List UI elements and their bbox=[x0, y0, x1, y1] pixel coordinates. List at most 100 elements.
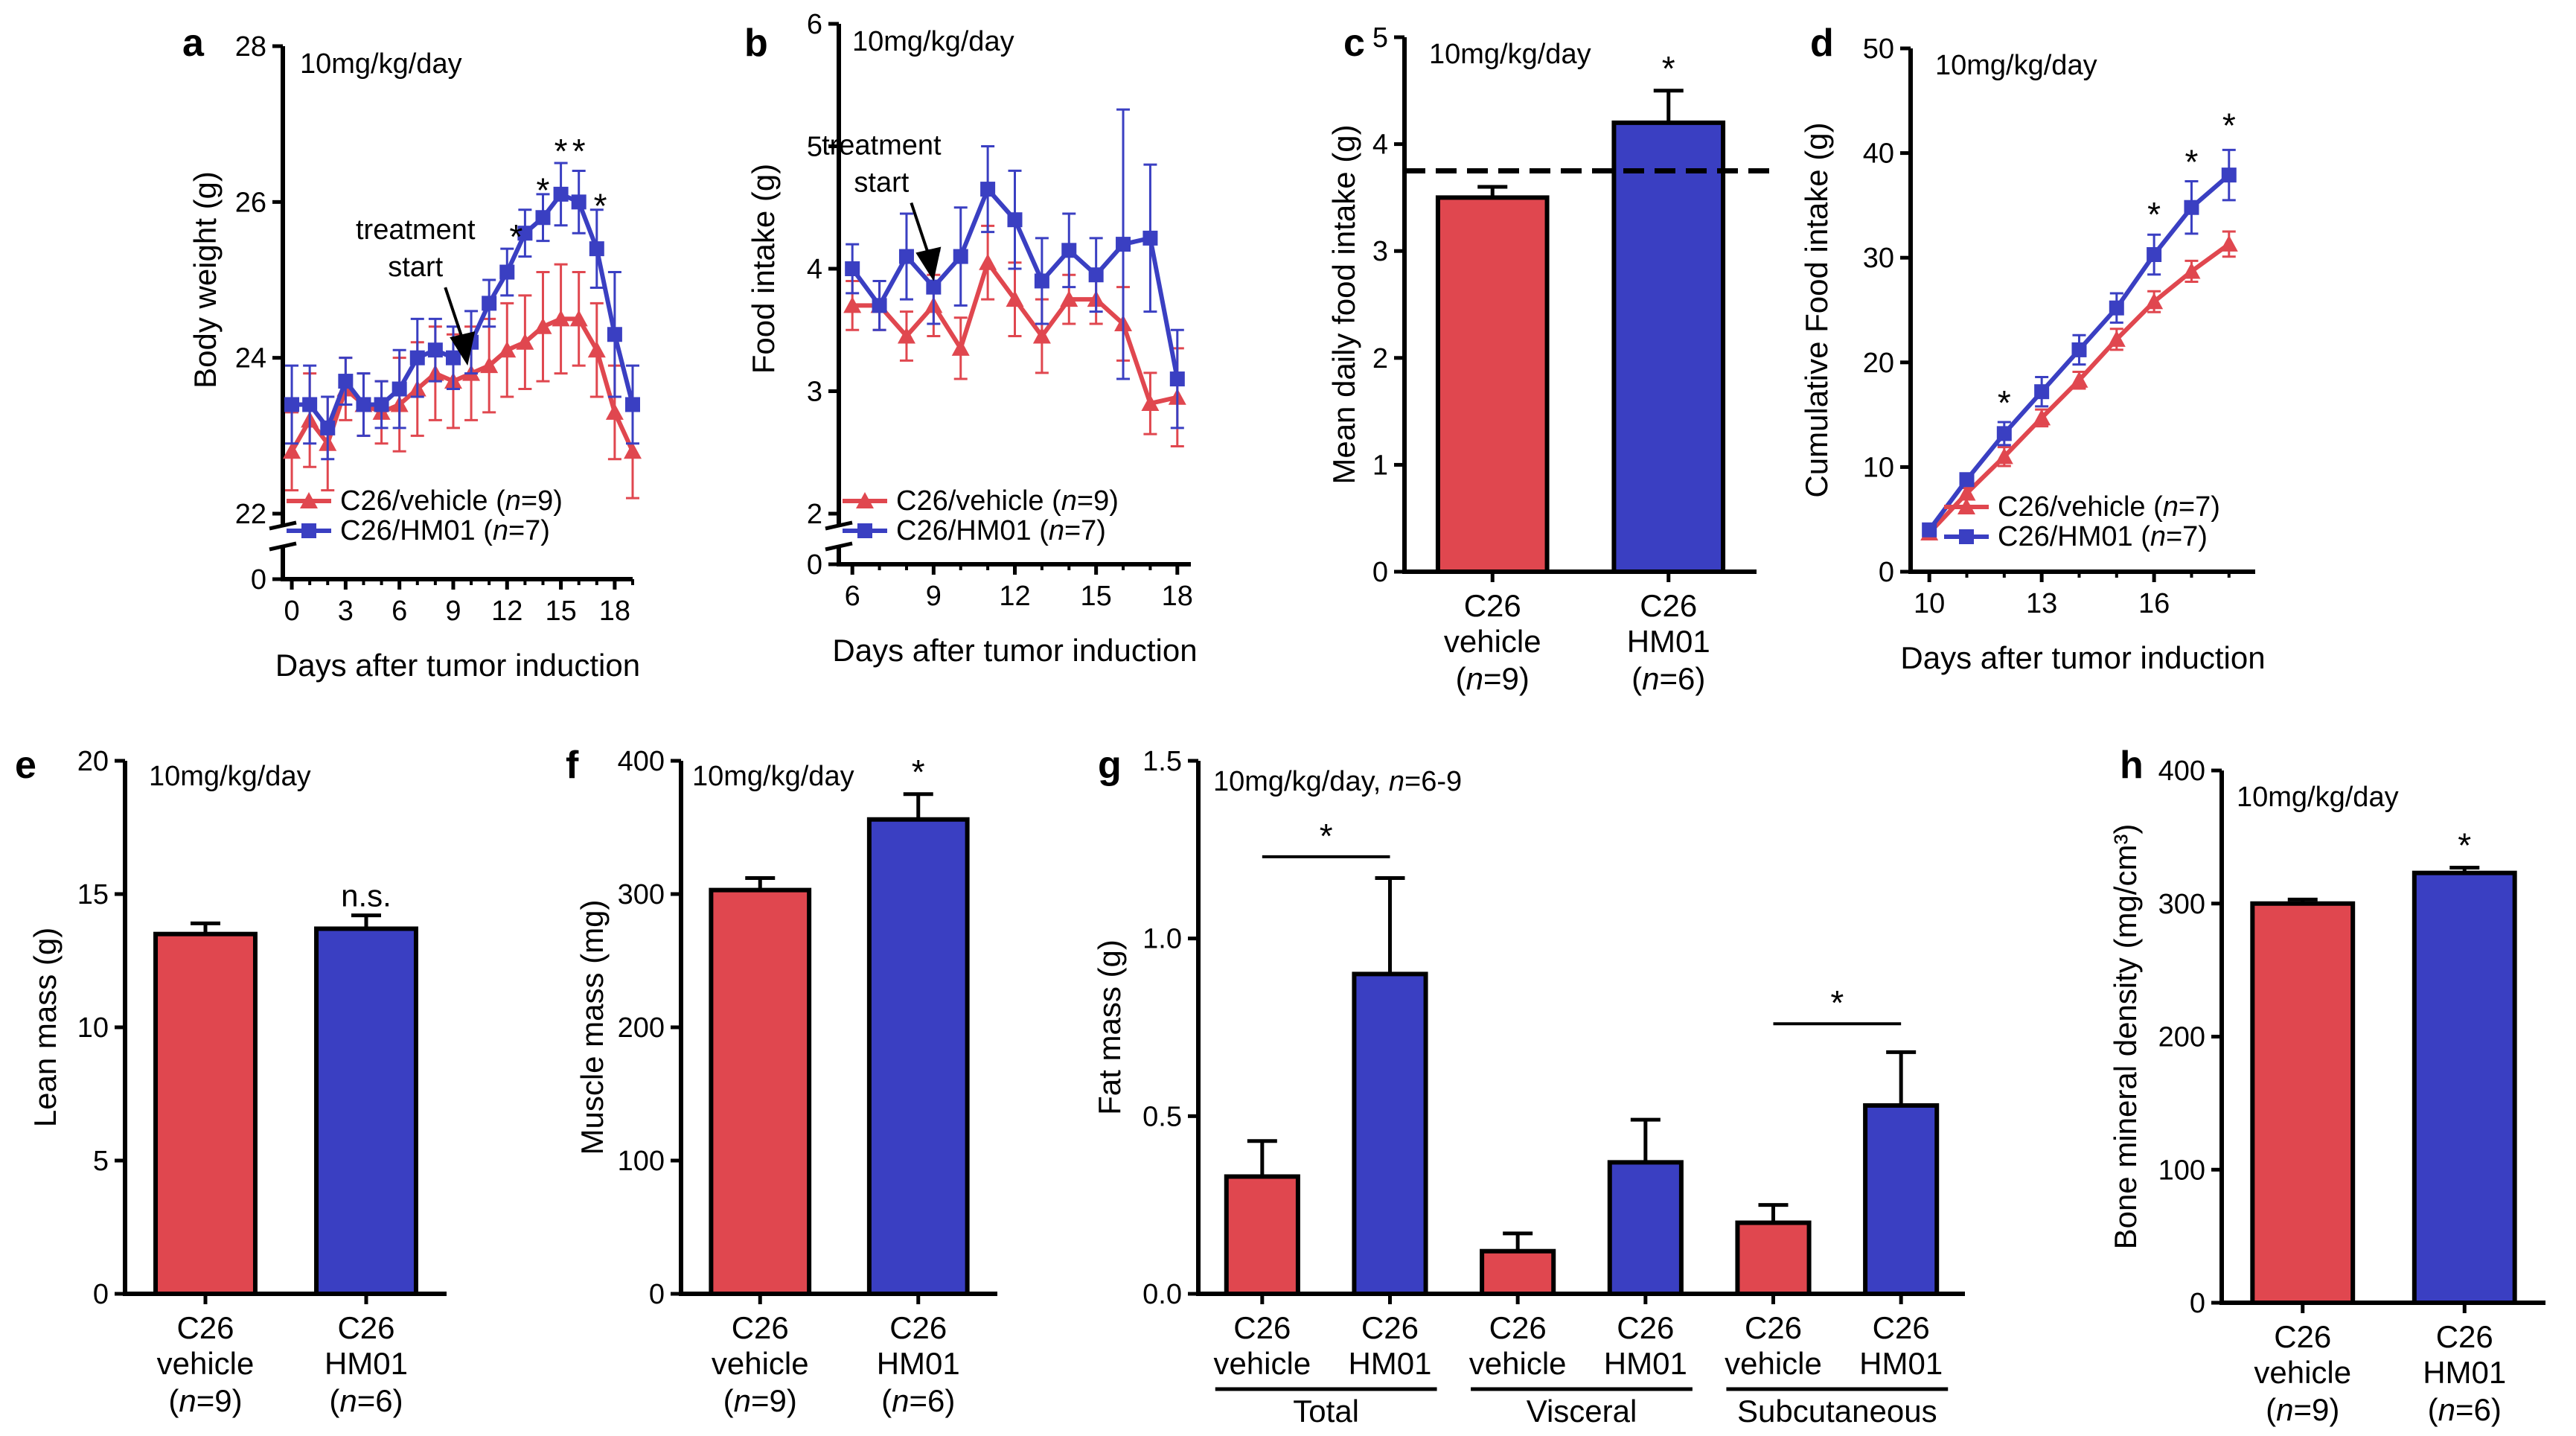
panel-letter: b bbox=[744, 22, 768, 65]
data-point bbox=[1995, 447, 2013, 465]
y-axis-label: Food intake (g) bbox=[746, 164, 781, 374]
x-tick-label: 15 bbox=[1081, 581, 1112, 612]
dose-note-text: 10mg/kg/day bbox=[692, 761, 854, 792]
panel-d: d 10mg/kg/day 0 10 20 30 40 50 10 13 16 Days after … bbox=[1799, 22, 2266, 675]
legend-text: C26/HM01 ( bbox=[1998, 521, 2150, 552]
axis-break-mark bbox=[825, 520, 853, 531]
data-point bbox=[872, 298, 887, 313]
data-point bbox=[409, 350, 425, 366]
category-label: C26 bbox=[1617, 1310, 1674, 1345]
bar bbox=[1863, 1103, 1940, 1296]
category-n-text: =6) bbox=[909, 1383, 955, 1418]
dose-note-text: 10mg/kg/day bbox=[2237, 782, 2399, 813]
significance-star: * bbox=[554, 132, 568, 170]
category-n-text: =6) bbox=[1659, 661, 1705, 696]
panel-letter: g bbox=[1098, 744, 1122, 787]
category-n-text: =9) bbox=[751, 1383, 797, 1418]
data-point bbox=[1032, 327, 1051, 344]
data-point bbox=[2221, 167, 2237, 183]
y-tick-label: 100 bbox=[618, 1146, 665, 1177]
data-point bbox=[569, 310, 588, 327]
panel-c: c 10mg/kg/day 0 1 2 3 4 5 Mean daily food intake… bbox=[1326, 22, 1771, 696]
category-label: vehicle bbox=[1469, 1346, 1567, 1381]
dose-note: 10mg/kg/day, n=6-9 bbox=[1213, 766, 1462, 797]
legend-text: =7) bbox=[2179, 491, 2220, 523]
data-point bbox=[980, 182, 996, 197]
data-point bbox=[1006, 290, 1024, 307]
bar bbox=[1224, 1174, 1300, 1296]
category-n-italic: n bbox=[179, 1383, 196, 1418]
legend-marker bbox=[1959, 529, 1974, 544]
legend-n: n bbox=[2150, 521, 2166, 552]
legend-text: =7) bbox=[508, 515, 550, 546]
category-n: (n=6) bbox=[329, 1383, 403, 1418]
category-label: C26 bbox=[732, 1310, 789, 1345]
panel-letter: e bbox=[15, 744, 36, 787]
y-tick-label: 10 bbox=[1863, 452, 1894, 483]
data-point bbox=[338, 374, 354, 389]
data-point bbox=[1959, 472, 1975, 488]
x-tick-label: 15 bbox=[545, 596, 576, 627]
data-point bbox=[552, 310, 570, 327]
significance-star: * bbox=[2185, 143, 2198, 182]
category-label: vehicle bbox=[157, 1346, 255, 1381]
x-tick-label: 6 bbox=[845, 581, 860, 612]
legend-entry: C26/HM01 (n=7) bbox=[1998, 521, 2208, 552]
legend-marker bbox=[857, 523, 872, 538]
y-tick-label: 0 bbox=[1879, 557, 1894, 588]
category-label: C26 bbox=[1233, 1310, 1291, 1345]
bar bbox=[2412, 870, 2517, 1305]
y-tick-label: 0 bbox=[649, 1279, 665, 1310]
data-point bbox=[553, 186, 569, 202]
significance-star: * bbox=[509, 217, 522, 256]
series-vehicle bbox=[283, 263, 642, 500]
y-tick-label: 0 bbox=[1372, 557, 1388, 588]
category-label: C26 bbox=[1745, 1310, 1802, 1345]
data-point bbox=[1088, 267, 1104, 283]
category-label: C26 bbox=[889, 1310, 947, 1345]
annotation-arrow bbox=[444, 287, 466, 344]
y-axis-label: Cumulative Food intake (g) bbox=[1799, 122, 1834, 497]
data-point bbox=[2182, 262, 2201, 279]
data-point bbox=[480, 357, 499, 374]
y-tick-label: 2 bbox=[1372, 343, 1388, 374]
data-point bbox=[482, 296, 497, 311]
y-tick-label: 400 bbox=[618, 746, 665, 777]
data-point bbox=[979, 253, 997, 270]
data-point bbox=[2147, 246, 2162, 262]
legend-text: C26/HM01 ( bbox=[340, 515, 493, 546]
data-point bbox=[1060, 290, 1078, 307]
category-n-italic: n bbox=[339, 1383, 357, 1418]
x-tick-label: 10 bbox=[1914, 588, 1945, 619]
panel-letter: d bbox=[1810, 22, 1834, 65]
x-tick-label: 0 bbox=[284, 596, 299, 627]
data-point bbox=[1957, 484, 1976, 501]
x-tick-label: 9 bbox=[926, 581, 942, 612]
significance-label: n.s. bbox=[341, 878, 391, 913]
category-n-text: ( bbox=[329, 1383, 339, 1418]
category-n-text: ( bbox=[723, 1383, 734, 1418]
category-n: (n=6) bbox=[1631, 661, 1705, 696]
category-n-text: ( bbox=[1456, 661, 1466, 696]
category-n-italic: n bbox=[2438, 1392, 2455, 1427]
dose-note: 10mg/kg/day bbox=[2237, 782, 2399, 813]
legend-marker bbox=[300, 492, 318, 508]
category-n-text: ( bbox=[1631, 661, 1642, 696]
category-n-text: =6) bbox=[2455, 1392, 2502, 1427]
significance-star: * bbox=[537, 170, 550, 209]
dose-note-text: 10mg/kg/day, bbox=[1213, 766, 1389, 797]
data-point bbox=[587, 341, 606, 358]
y-tick-label: 28 bbox=[235, 31, 266, 63]
category-label: HM01 bbox=[2423, 1355, 2506, 1390]
y-tick-label: 20 bbox=[77, 746, 109, 777]
category-n-italic: n bbox=[892, 1383, 909, 1418]
category-label: vehicle bbox=[1444, 624, 1541, 659]
dose-note: 10mg/kg/day bbox=[1429, 39, 1591, 70]
y-tick-label: 6 bbox=[807, 9, 822, 40]
data-point bbox=[951, 339, 970, 356]
data-point bbox=[898, 249, 914, 264]
significance-star: * bbox=[594, 186, 607, 225]
category-n-text: =9) bbox=[196, 1383, 243, 1418]
